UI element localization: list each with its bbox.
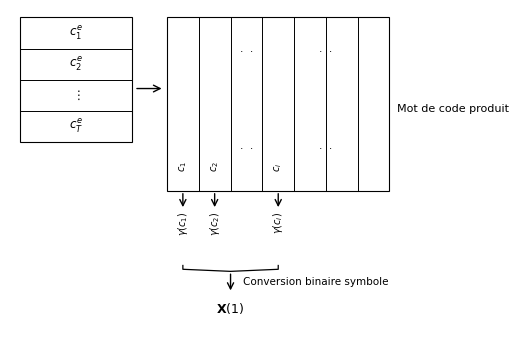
Text: $\vdots$: $\vdots$	[72, 89, 80, 102]
Text: $\gamma(c_1)$: $\gamma(c_1)$	[176, 212, 190, 236]
Text: .  .: . .	[240, 141, 253, 151]
Text: $\gamma(c_i)$: $\gamma(c_i)$	[271, 212, 285, 234]
Text: $c_2^e$: $c_2^e$	[69, 56, 83, 73]
Text: $\gamma(c_2)$: $\gamma(c_2)$	[207, 212, 222, 236]
Text: Conversion binaire symbole: Conversion binaire symbole	[243, 277, 389, 287]
Text: Mot de code produit: Mot de code produit	[397, 104, 509, 114]
Text: $c_2$: $c_2$	[209, 161, 220, 172]
FancyBboxPatch shape	[20, 17, 132, 142]
Text: $\mathbf{X}(1)$: $\mathbf{X}(1)$	[216, 301, 245, 316]
Text: $c_i$: $c_i$	[272, 162, 284, 172]
Text: $c_1^e$: $c_1^e$	[69, 24, 83, 42]
Text: .  .: . .	[240, 44, 253, 54]
Text: $c_1$: $c_1$	[177, 161, 189, 172]
Text: .  .: . .	[319, 44, 332, 54]
Text: $c_T^e$: $c_T^e$	[69, 118, 83, 136]
FancyBboxPatch shape	[167, 17, 390, 191]
Text: .  .: . .	[319, 141, 332, 151]
